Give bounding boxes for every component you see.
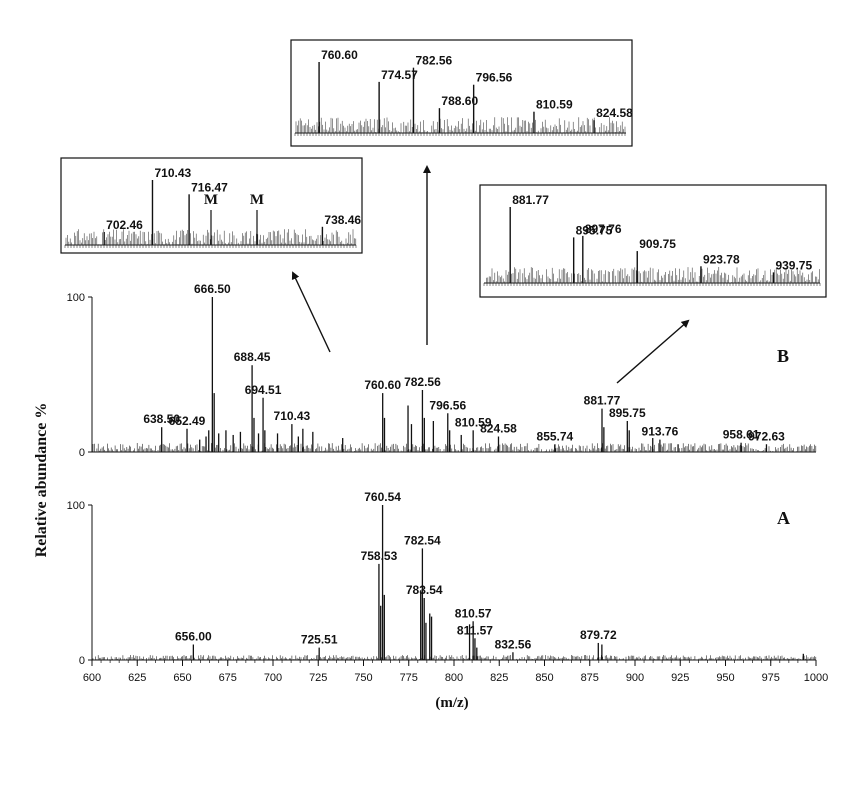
peak-label: 810.59 [455,415,492,429]
x-tick-label: 800 [445,672,463,684]
peak-label: 972.63 [748,429,785,443]
inset-peak-label: 738.46 [324,213,361,227]
inset-trace [65,229,357,245]
spectrum-panel-a: 100 0 656.00 725.51 758.53 760.54 782.54 783.54… [67,490,817,667]
y-tick-label: 0 [79,447,85,459]
inset-peak-label: 824.58 [596,106,633,120]
y-axis-title: Relative abundance % [33,403,50,558]
x-tick-label: 1000 [804,672,828,684]
inset-peak-label: 796.56 [476,71,513,85]
peak-label: 783.54 [406,583,443,597]
inset-peak-label: 782.56 [415,54,452,68]
inset-trace [295,117,626,133]
inset-peak-label: 810.59 [536,98,573,112]
x-axis: 600 625 650 675 700 725 750 775 800 825 850 875 900 9… [83,659,828,684]
arrow-to-left-inset [291,271,331,353]
peak-label: 855.74 [537,429,574,443]
x-tick-label: 900 [626,672,644,684]
x-tick-label: 700 [264,672,282,684]
peak-label: 656.00 [175,630,212,644]
y-tick-label: 100 [67,500,85,512]
x-tick-label: 725 [309,672,327,684]
peak-label: 810.57 [455,606,492,620]
peak-label: 652.49 [169,414,206,428]
x-tick-label: 650 [173,672,191,684]
x-tick-label: 675 [219,672,237,684]
inset-peak-label: 788.60 [441,94,478,108]
x-tick-label: 775 [400,672,418,684]
marker-m: M [204,192,218,208]
peak-label: 895.75 [609,406,646,420]
noise-trace [92,443,817,452]
peak-label: 824.58 [480,422,517,436]
peak-label: 688.45 [234,350,271,364]
y-tick-label: 0 [79,655,85,667]
x-tick-label: 850 [535,672,553,684]
inset-peak-label: 716.47 [191,180,228,194]
peak-label: 913.76 [642,425,679,439]
x-tick-label: 925 [671,672,689,684]
peak-label: 666.50 [194,282,231,296]
panel-label-b: B [777,346,789,366]
x-tick-label: 750 [354,672,372,684]
peak-label: 638.50 [143,412,180,426]
peak-label: 725.51 [301,633,338,647]
inset-peak-label: 897.76 [585,222,622,236]
x-tick-label: 950 [716,672,734,684]
x-axis-title: (m/z) [435,695,468,711]
x-tick-label: 600 [83,672,101,684]
peak-label: 758.53 [361,549,398,563]
inset-peak-label: 895.75 [576,223,613,237]
inset-peak-label: 702.46 [106,218,143,232]
peak-label: 881.77 [584,394,621,408]
x-tick-label: 875 [581,672,599,684]
peak-label: 879.72 [580,628,617,642]
inset-peak-label: 881.77 [512,193,549,207]
peak-label: 760.60 [364,378,401,392]
peak-label: 782.54 [404,533,441,547]
inset-peak-label: 939.75 [775,258,812,272]
y-tick-label: 100 [67,292,85,304]
inset-peak-label: 923.78 [703,252,740,266]
noise-trace [92,655,817,660]
peak-label: 710.43 [274,409,311,423]
peak-label: 694.51 [245,383,282,397]
peak-label: 832.56 [495,637,532,651]
peak-label: 811.57 [457,623,493,637]
inset-peak-label: 774.57 [381,68,418,82]
peak-label: 796.56 [429,398,466,412]
marker-m: M [250,192,264,208]
inset-peak-label: 760.60 [321,48,358,62]
peak-label: 958.61 [723,428,760,442]
peak-label: 782.56 [404,375,441,389]
peak-label: 760.54 [364,490,401,504]
x-tick-label: 625 [128,672,146,684]
panel-label-a: A [777,508,790,528]
inset-peak-label: 710.43 [154,166,191,180]
inset-peak-label: 909.75 [639,237,676,251]
inset-trace [484,267,820,283]
arrow-to-right-inset [616,319,690,384]
x-tick-label: 975 [762,672,780,684]
x-tick-label: 825 [490,672,508,684]
